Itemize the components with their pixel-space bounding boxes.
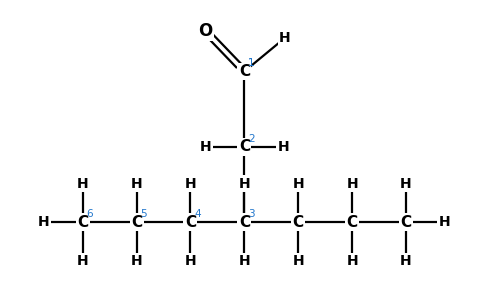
Text: H: H	[38, 215, 50, 229]
Text: H: H	[347, 254, 358, 268]
Text: H: H	[293, 177, 304, 190]
Text: H: H	[347, 177, 358, 190]
Text: H: H	[293, 254, 304, 268]
Text: H: H	[239, 254, 250, 268]
Text: C: C	[239, 215, 250, 230]
Text: C: C	[293, 215, 304, 230]
Text: H: H	[77, 254, 88, 268]
Text: 1: 1	[248, 58, 255, 68]
Text: H: H	[131, 177, 142, 190]
Text: C: C	[239, 64, 250, 79]
Text: 3: 3	[248, 209, 255, 219]
Text: 5: 5	[140, 209, 147, 219]
Text: H: H	[279, 31, 291, 45]
Text: H: H	[77, 177, 88, 190]
Text: C: C	[131, 215, 142, 230]
Text: H: H	[400, 254, 412, 268]
Text: H: H	[185, 177, 196, 190]
Text: H: H	[131, 254, 142, 268]
Text: C: C	[239, 64, 250, 79]
Text: C: C	[185, 215, 196, 230]
Text: H: H	[200, 140, 211, 154]
Text: O: O	[198, 22, 213, 40]
Text: 2: 2	[248, 134, 255, 144]
Text: H: H	[278, 140, 289, 154]
Text: H: H	[400, 177, 412, 190]
Text: 4: 4	[194, 209, 201, 219]
Text: C: C	[400, 215, 412, 230]
Text: H: H	[439, 215, 451, 229]
Text: C: C	[77, 215, 88, 230]
Text: 1: 1	[248, 58, 255, 68]
Text: H: H	[185, 254, 196, 268]
Text: C: C	[239, 140, 250, 155]
Text: 6: 6	[87, 209, 93, 219]
Text: C: C	[347, 215, 358, 230]
Text: H: H	[239, 177, 250, 190]
